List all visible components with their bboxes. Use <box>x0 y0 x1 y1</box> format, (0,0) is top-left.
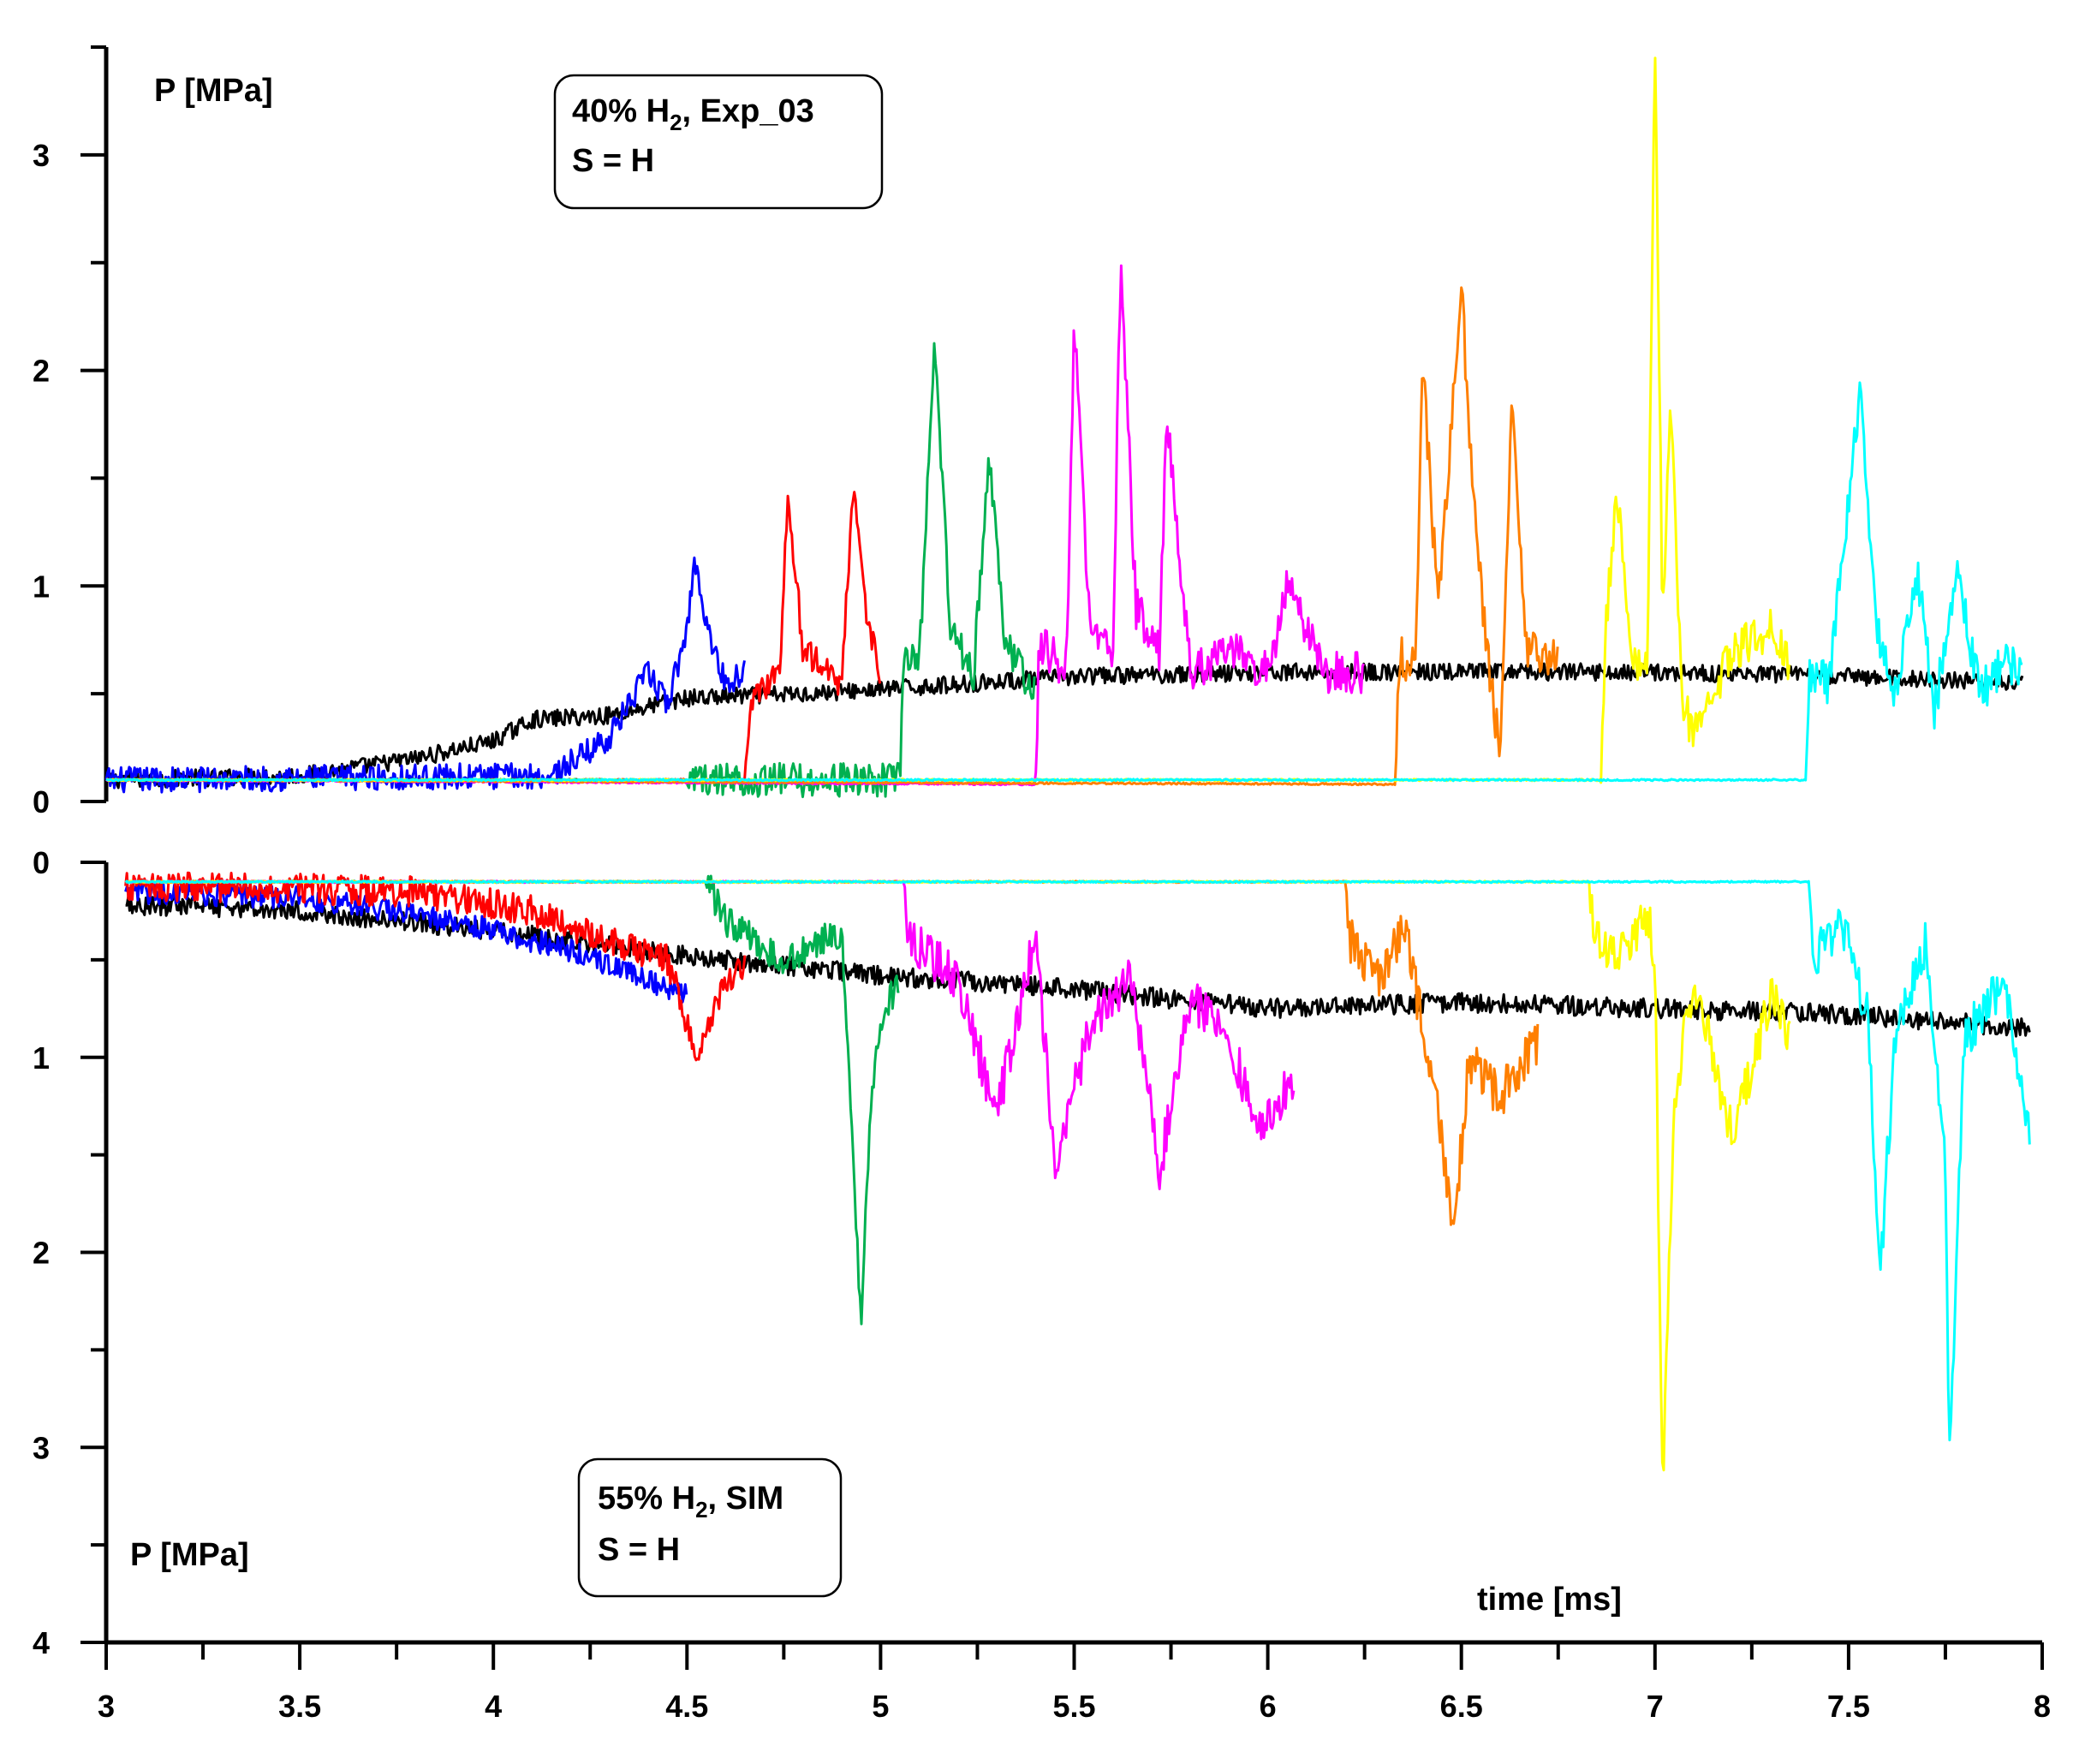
bottom-legend-box: 55% H2, SIM S = H <box>577 1457 843 1598</box>
x-tick-label: 7.5 <box>1827 1689 1870 1724</box>
x-tick-label: 5 <box>872 1689 889 1724</box>
bottom-series-green <box>125 874 900 1326</box>
x-tick-label: 6.5 <box>1440 1689 1483 1724</box>
top-y-tick-label: 1 <box>33 569 50 604</box>
bottom-series-magenta <box>125 879 1296 1190</box>
bottom-y-tick-label: 0 <box>33 845 50 880</box>
top-series-orange <box>105 286 1559 787</box>
x-tick-label: 5.5 <box>1052 1689 1095 1724</box>
x-tick-label: 3.5 <box>278 1689 321 1724</box>
bottom-legend-line1: 55% H2, SIM <box>598 1481 783 1523</box>
bottom-series-cyan <box>124 879 2031 1442</box>
x-tick-label: 4 <box>485 1689 502 1724</box>
top-series-magenta <box>105 264 1366 787</box>
x-tick-label: 8 <box>2034 1689 2051 1724</box>
top-legend-line2: S = H <box>572 143 654 179</box>
top-y-ticks: 0 1 2 3 <box>33 45 106 819</box>
top-series-black <box>104 662 2024 790</box>
bottom-y-tick-label: 2 <box>33 1236 50 1271</box>
top-y-tick-label: 2 <box>33 354 50 389</box>
top-y-tick-label: 0 <box>33 784 50 819</box>
bottom-y-axis-title: P [MPa] <box>130 1537 249 1573</box>
top-legend-line1: 40% H2, Exp_03 <box>572 93 814 135</box>
top-y-tick-label: 3 <box>33 138 50 173</box>
bottom-series-group <box>124 871 2031 1472</box>
x-tick-label: 6 <box>1260 1689 1277 1724</box>
x-tick-label: 4.5 <box>665 1689 708 1724</box>
top-series-cyan <box>105 381 2023 783</box>
x-tick-label: 3 <box>98 1689 115 1724</box>
bottom-y-ticks: 0 1 2 3 4 <box>33 845 106 1660</box>
bottom-y-tick-label: 4 <box>33 1625 50 1660</box>
x-tick-label: 7 <box>1647 1689 1664 1724</box>
bottom-legend-line2: S = H <box>598 1532 680 1568</box>
top-y-axis-title: P [MPa] <box>154 73 273 109</box>
x-axis-title: time [ms] <box>1477 1582 1622 1618</box>
bottom-series-black <box>125 895 2031 1038</box>
x-ticks: 3 3.5 4 4.5 5 5.5 6 6.5 7 7.5 8 <box>98 1642 2051 1724</box>
bottom-y-tick-label: 3 <box>33 1430 50 1465</box>
top-series-green <box>105 342 1036 799</box>
top-series-group <box>104 57 2024 799</box>
bottom-series-red <box>124 871 747 1062</box>
bottom-y-tick-label: 1 <box>33 1040 50 1076</box>
top-legend-box: 40% H2, Exp_03 S = H <box>553 74 884 210</box>
